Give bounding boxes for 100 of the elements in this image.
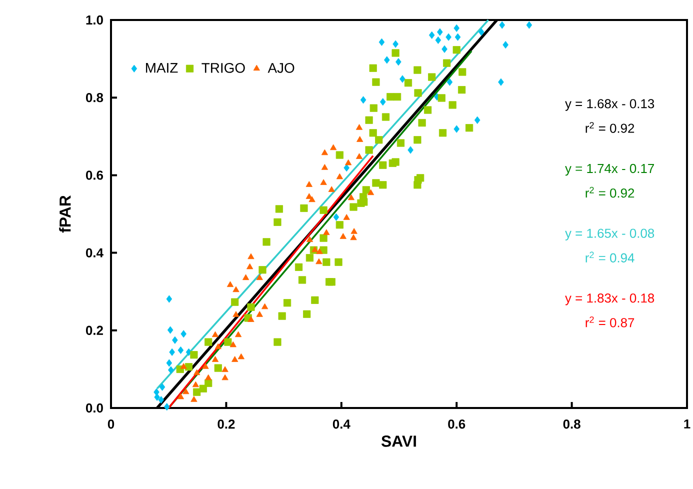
point [323, 229, 330, 236]
point [306, 236, 314, 242]
point [230, 341, 236, 348]
point [380, 98, 386, 106]
point [328, 186, 335, 192]
x-tick-label: 1 [684, 420, 690, 428]
x-tick-label: 0 [108, 420, 114, 429]
point [202, 363, 209, 369]
point [454, 33, 461, 41]
point [192, 381, 199, 388]
point [214, 343, 222, 350]
point [166, 359, 172, 367]
point [442, 45, 448, 53]
point [321, 149, 328, 156]
point [336, 173, 343, 180]
point [360, 96, 366, 104]
y-tick-label: 0.8 [86, 93, 104, 102]
point [321, 164, 328, 170]
point [232, 286, 240, 292]
point [246, 263, 254, 270]
annotation: y = 1.83x - 0.18 [565, 293, 654, 306]
point [226, 281, 234, 287]
point [340, 233, 346, 239]
point [168, 366, 174, 374]
x-tick-label: 0.4 [332, 420, 350, 429]
point [164, 403, 170, 411]
point [498, 78, 504, 86]
point [190, 396, 198, 402]
point [194, 369, 200, 376]
point [167, 326, 174, 334]
point [205, 374, 212, 380]
point [232, 311, 240, 317]
point [356, 136, 364, 142]
point [343, 214, 350, 220]
point [350, 228, 358, 234]
point [392, 40, 398, 48]
point [344, 164, 350, 172]
point [435, 36, 442, 44]
point [316, 258, 322, 264]
legend-label: TRIGO [202, 62, 245, 73]
point [172, 336, 178, 344]
y-tick-label: 1.0 [86, 15, 103, 25]
x-tick-label: 0.2 [218, 420, 235, 429]
point [356, 124, 363, 130]
x-tick-label: 0.6 [448, 420, 466, 429]
point [396, 58, 402, 66]
point [348, 194, 355, 200]
point [378, 38, 385, 46]
point [232, 356, 238, 362]
y-tick-label: 0.0 [86, 403, 103, 413]
point [306, 193, 312, 199]
point [499, 21, 506, 29]
annotation: y = 1.68x - 0.13 [565, 99, 654, 111]
point [474, 116, 480, 124]
point [248, 253, 254, 260]
point [212, 356, 219, 362]
point [234, 331, 242, 338]
point [306, 181, 312, 187]
point [180, 330, 186, 338]
point [356, 153, 363, 159]
point [248, 316, 254, 322]
point [408, 146, 414, 154]
point [384, 56, 390, 64]
point [256, 274, 263, 280]
point [238, 353, 244, 360]
point [344, 159, 352, 166]
x-tick-label: 0.8 [563, 420, 580, 429]
point [182, 388, 190, 394]
legend-label: AJO [268, 62, 294, 73]
point [158, 396, 164, 404]
annotation: r$^{2}$ = 0.92 [586, 122, 634, 133]
point [454, 24, 460, 32]
annotation: r$^{2}$ = 0.92 [586, 186, 634, 198]
point [256, 311, 263, 317]
annotation: r$^{2}$ = 0.87 [586, 316, 634, 328]
point [320, 179, 327, 185]
point [308, 196, 316, 202]
point [333, 213, 340, 221]
x-axis-title: SAVI [381, 436, 416, 447]
legend-label: MAIZ [146, 63, 178, 73]
point [178, 346, 184, 354]
point [350, 234, 357, 240]
point [454, 125, 460, 133]
y-tick-label: 0.2 [86, 326, 103, 335]
point [166, 295, 172, 303]
point [400, 75, 406, 83]
point [330, 144, 337, 150]
y-tick-label: 0.6 [86, 170, 104, 180]
point [154, 388, 160, 396]
point [177, 393, 184, 400]
point [159, 383, 166, 391]
point [526, 21, 532, 29]
annotation: y = 1.74x - 0.17 [565, 164, 654, 176]
point [169, 348, 175, 356]
point [437, 28, 443, 36]
y-tick-label: 0.4 [86, 248, 104, 258]
point [446, 78, 453, 86]
point [242, 274, 250, 280]
point [502, 41, 508, 49]
point [212, 331, 219, 338]
